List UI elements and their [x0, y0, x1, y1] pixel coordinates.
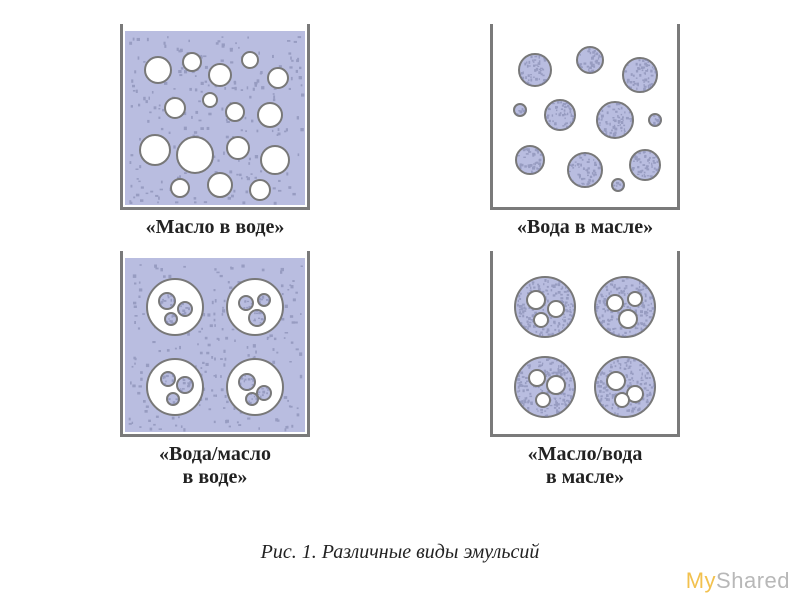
watermark-prefix: My: [686, 568, 716, 593]
panel-oil-water-in-oil: «Масло/водав масле»: [490, 247, 680, 489]
panel-water-oil-in-water: «Вода/маслов воде»: [120, 247, 310, 489]
beaker-water-in-oil: [490, 20, 680, 210]
panel-label-oil-in-water: «Масло в воде»: [146, 216, 285, 239]
watermark-suffix: Shared: [716, 568, 790, 593]
watermark: MyShared: [686, 568, 790, 594]
panel-water-in-oil: «Вода в масле»: [490, 20, 680, 239]
panel-oil-in-water: «Масло в воде»: [120, 20, 310, 239]
beaker-oil-water-in-oil: [490, 247, 680, 437]
beaker-oil-in-water: [120, 20, 310, 210]
emulsion-grid: «Масло в воде» «Вода в масле» «Вода/маслов…: [80, 20, 720, 489]
panel-label-water-oil-in-water: «Вода/маслов воде»: [159, 443, 271, 489]
figure-caption: Рис. 1. Различные виды эмульсий: [0, 541, 800, 564]
panel-label-water-in-oil: «Вода в масле»: [517, 216, 653, 239]
panel-label-oil-water-in-oil: «Масло/водав масле»: [528, 443, 643, 489]
beaker-water-oil-in-water: [120, 247, 310, 437]
